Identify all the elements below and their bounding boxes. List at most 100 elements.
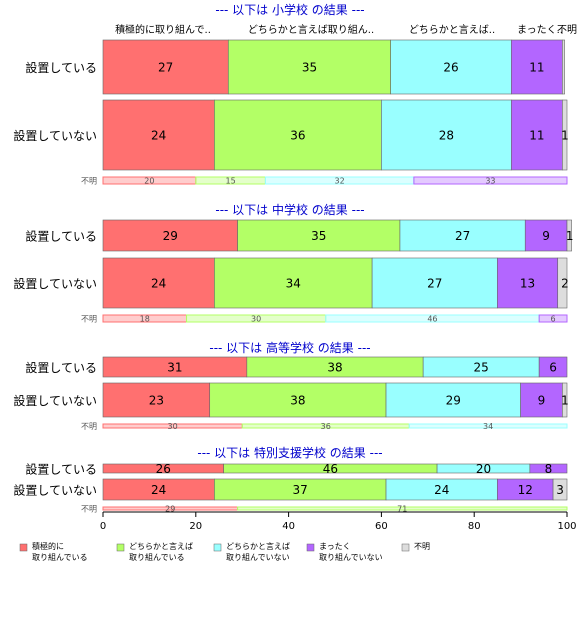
row-segment-0 — [102, 382, 211, 418]
row-segment-3 — [520, 382, 563, 418]
row-segment-0 — [102, 219, 238, 252]
row-value-label: 1 — [561, 128, 569, 142]
row-segment-1 — [214, 99, 382, 171]
row-value-label: 28 — [439, 128, 454, 142]
legend-label: 取り組んでいる — [129, 552, 185, 562]
row-value-label: 27 — [158, 60, 173, 74]
row-value-label: 29 — [446, 393, 461, 407]
row-value-label: 24 — [151, 483, 166, 497]
legend-label: 積極的に — [32, 541, 64, 551]
row-value-label: 35 — [302, 60, 317, 74]
legend-label: 取り組んでいない — [226, 552, 290, 562]
legend-swatch — [401, 543, 410, 552]
row-value-label: 20 — [476, 462, 491, 476]
row-value-label: 38 — [327, 360, 342, 374]
row-value-label: 35 — [311, 229, 326, 243]
unknown-row-value-label: 32 — [335, 176, 345, 185]
unknown-row-segment-1 — [237, 506, 568, 511]
group-title: --- 以下は 特別支援学校 の結果 --- — [197, 445, 382, 460]
row-label: 設置している — [25, 462, 97, 477]
unknown-row-value-label: 34 — [483, 422, 493, 431]
row-segment-4 — [562, 382, 568, 418]
x-tick-label: 80 — [468, 521, 481, 532]
unknown-row-label: 不明 — [81, 315, 97, 324]
unknown-row-value-label: 20 — [144, 176, 154, 185]
legend-swatch — [213, 543, 222, 552]
row-value-label: 38 — [290, 393, 305, 407]
row-value-label: 27 — [427, 276, 442, 290]
x-tick-label: 100 — [557, 521, 576, 532]
legend-label: どちらかと言えば — [226, 541, 290, 551]
unknown-row-value-label: 30 — [251, 314, 261, 323]
row-value-label: 29 — [163, 229, 178, 243]
legend-label: 取り組んでいる — [32, 552, 88, 562]
unknown-row-value-label: 36 — [321, 422, 331, 431]
group-title: --- 以下は 小学校 の結果 --- — [215, 2, 364, 17]
row-value-label: 24 — [151, 276, 166, 290]
row-segment-0 — [102, 257, 215, 309]
row-segment-3 — [511, 99, 563, 171]
legend-label: 不明 — [414, 542, 430, 551]
row-value-label: 25 — [474, 360, 489, 374]
unknown-row-value-label: 46 — [427, 314, 437, 323]
row-value-label: 1 — [566, 229, 574, 243]
row-value-label: 37 — [293, 483, 308, 497]
unknown-row-value-label: 18 — [140, 314, 150, 323]
row-value-label: 11 — [529, 60, 544, 74]
row-value-label: 24 — [434, 483, 449, 497]
category-header: 不明 — [557, 24, 577, 36]
category-headers: 積極的に取り組んで.. どちらかと言えば取り組ん.. どちらかと言えば.. まったく.… — [115, 23, 577, 36]
unknown-row-value-label: 15 — [226, 176, 236, 185]
row-label: 設置していない — [13, 393, 97, 408]
x-tick-label: 20 — [189, 521, 202, 532]
legend-label: どちらかと言えば — [129, 541, 193, 551]
category-header: どちらかと言えば.. — [409, 23, 495, 36]
row-value-label: 36 — [290, 128, 305, 142]
row-value-label: 13 — [520, 276, 535, 290]
legend-label: 取り組んでいない — [319, 552, 383, 562]
row-value-label: 31 — [167, 360, 182, 374]
row-segment-3 — [529, 463, 568, 474]
unknown-row-value-label: 33 — [485, 176, 495, 185]
row-segment-3 — [497, 257, 559, 309]
x-tick-label: 40 — [282, 521, 295, 532]
group-title: --- 以下は 中学校 の結果 --- — [215, 202, 364, 217]
row-value-label: 8 — [545, 462, 553, 476]
row-value-label: 26 — [156, 462, 171, 476]
row-value-label: 24 — [151, 128, 166, 142]
row-value-label: 6 — [549, 360, 557, 374]
x-tick-label: 0 — [100, 521, 106, 532]
category-header: 積極的に取り組んで.. — [115, 23, 211, 36]
row-value-label: 1 — [561, 393, 569, 407]
group-title: --- 以下は 高等学校 の結果 --- — [209, 340, 370, 355]
row-segment-2 — [399, 219, 526, 252]
row-label: 設置していない — [13, 483, 97, 498]
unknown-row-segment-3 — [538, 314, 568, 323]
row-segment-2 — [371, 257, 498, 309]
legend-swatch — [116, 543, 125, 552]
unknown-row-value-label: 71 — [397, 504, 407, 513]
row-label: 設置していない — [13, 128, 97, 143]
row-value-label: 26 — [443, 60, 458, 74]
row-segment-4 — [557, 257, 568, 309]
row-value-label: 11 — [529, 128, 544, 142]
row-value-label: 9 — [538, 393, 546, 407]
unknown-row-label: 不明 — [81, 422, 97, 431]
category-header: まったく.. — [517, 24, 563, 36]
row-value-label: 12 — [518, 483, 533, 497]
row-segment-2 — [385, 382, 521, 418]
row-value-label: 3 — [556, 483, 564, 497]
row-label: 設置している — [25, 360, 97, 375]
row-segment-1 — [214, 257, 373, 309]
row-segment-2 — [390, 39, 512, 95]
group-titles: --- 以下は 小学校 の結果 --- --- 以下は 中学校 の結果 --- --… — [197, 2, 382, 460]
row-segment-4 — [552, 478, 568, 501]
row-segment-1 — [209, 382, 387, 418]
x-tick-label: 60 — [375, 521, 388, 532]
row-segment-1 — [237, 219, 401, 252]
legend-swatch — [19, 543, 28, 552]
unknown-row-value-label: 30 — [168, 422, 178, 431]
row-value-label: 27 — [455, 229, 470, 243]
